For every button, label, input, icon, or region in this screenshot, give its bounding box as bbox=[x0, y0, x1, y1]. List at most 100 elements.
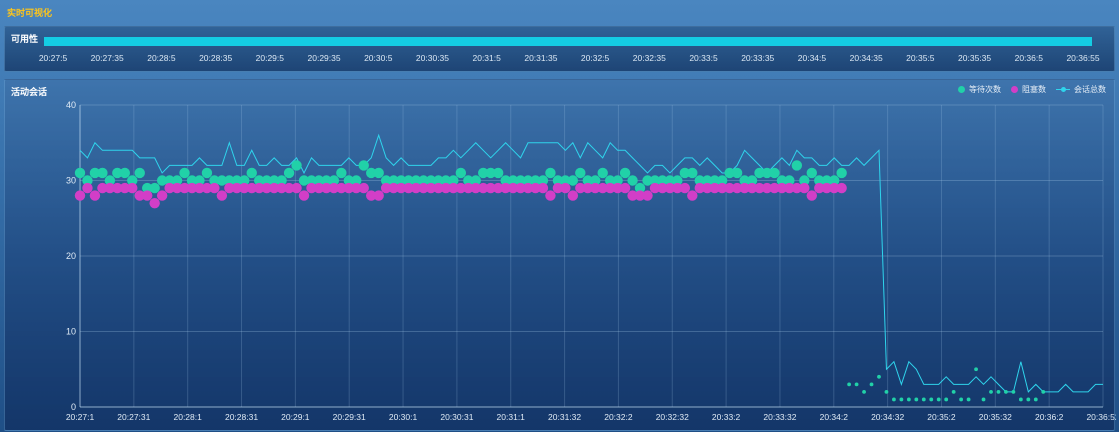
series-point-wait bbox=[463, 175, 474, 186]
series-point-wait bbox=[1026, 397, 1031, 402]
x-tick-label: 20:29:1 bbox=[281, 412, 310, 422]
series-point-wait bbox=[612, 175, 623, 186]
series-point-wait bbox=[254, 175, 265, 186]
availability-tick-label: 20:33:5 bbox=[689, 53, 718, 63]
series-point-wait bbox=[194, 175, 205, 186]
series-point-wait bbox=[959, 397, 964, 402]
availability-tick-label: 20:36:5 bbox=[1014, 53, 1043, 63]
series-point-wait bbox=[560, 175, 571, 186]
series-point-wait bbox=[590, 175, 601, 186]
x-tick-label: 20:36:2 bbox=[1035, 412, 1064, 422]
series-point-blocked bbox=[343, 182, 355, 194]
series-point-wait bbox=[791, 160, 803, 171]
legend-label: 等待次数 bbox=[969, 85, 1001, 94]
series-point-wait bbox=[440, 175, 452, 186]
series-point-blocked bbox=[604, 182, 616, 194]
series-point-wait bbox=[884, 390, 889, 394]
legend-label: 阻塞数 bbox=[1022, 85, 1046, 94]
series-point-blocked bbox=[156, 190, 168, 201]
series-point-blocked bbox=[380, 182, 392, 194]
series-point-blocked bbox=[112, 182, 123, 194]
series-point-wait bbox=[410, 175, 422, 186]
availability-tick-label: 20:31:35 bbox=[524, 53, 558, 63]
legend-label: 会话总数 bbox=[1074, 85, 1106, 94]
series-point-blocked bbox=[194, 182, 205, 194]
series-point-blocked bbox=[500, 182, 511, 194]
series-point-blocked bbox=[74, 190, 86, 201]
series-point-wait bbox=[836, 167, 847, 179]
series-point-wait bbox=[216, 175, 228, 186]
series-point-blocked bbox=[418, 182, 429, 194]
series-point-blocked bbox=[231, 182, 243, 194]
series-point-blocked bbox=[358, 182, 369, 194]
series-point-wait bbox=[731, 167, 743, 179]
series-point-blocked bbox=[164, 182, 175, 194]
series-point-blocked bbox=[127, 182, 138, 194]
series-point-wait bbox=[929, 397, 934, 402]
x-tick-label: 20:29:31 bbox=[333, 412, 366, 422]
series-point-wait bbox=[806, 167, 817, 179]
series-point-blocked bbox=[395, 182, 407, 194]
series-point-wait bbox=[892, 397, 896, 402]
series-point-blocked bbox=[530, 182, 541, 194]
availability-tick-label: 20:28:35 bbox=[199, 53, 233, 63]
x-tick-label: 20:31:1 bbox=[497, 412, 526, 422]
availability-tick-label: 20:33:35 bbox=[741, 53, 775, 63]
series-point-blocked bbox=[171, 182, 183, 194]
availability-panel: 可用性 20:27:5 20:27:35 20:28:5 20:28:35 20:29:… bbox=[4, 26, 1115, 72]
x-tick-label: 20:27:1 bbox=[66, 412, 95, 422]
availability-tick-label: 20:28:5 bbox=[147, 53, 176, 63]
y-tick-label: 40 bbox=[66, 100, 76, 110]
series-point-blocked bbox=[142, 190, 153, 201]
series-point-blocked bbox=[366, 190, 377, 201]
legend-item-total[interactable]: 会话总数 bbox=[1056, 84, 1106, 95]
series-point-blocked bbox=[261, 182, 272, 194]
availability-tick-label: 20:34:35 bbox=[849, 53, 883, 63]
legend-item-wait[interactable]: 等待次数 bbox=[958, 84, 1001, 95]
series-point-wait bbox=[134, 167, 145, 179]
series-point-wait bbox=[104, 175, 116, 186]
series-point-wait bbox=[171, 175, 183, 186]
series-point-wait bbox=[694, 175, 705, 186]
series-point-wait bbox=[343, 175, 355, 186]
series-point-blocked bbox=[119, 182, 131, 194]
series-point-blocked bbox=[448, 182, 459, 194]
series-point-wait bbox=[862, 390, 866, 394]
series-point-wait bbox=[119, 167, 131, 179]
series-point-wait bbox=[313, 175, 325, 186]
series-point-wait bbox=[1004, 390, 1008, 394]
x-tick-label: 20:33:2 bbox=[712, 412, 741, 422]
legend-line-icon bbox=[1056, 86, 1070, 93]
x-tick-label: 20:35:32 bbox=[979, 412, 1012, 422]
series-point-blocked bbox=[209, 182, 220, 194]
series-point-blocked bbox=[478, 182, 489, 194]
series-point-blocked bbox=[351, 182, 362, 194]
legend-item-blocked[interactable]: 阻塞数 bbox=[1011, 84, 1046, 95]
series-point-wait bbox=[604, 175, 616, 186]
series-point-wait bbox=[403, 175, 414, 186]
series-point-blocked bbox=[522, 182, 534, 194]
series-point-wait bbox=[1033, 397, 1038, 402]
series-point-wait bbox=[724, 167, 735, 179]
availability-tick-label: 20:34:5 bbox=[797, 53, 827, 63]
series-point-blocked bbox=[746, 182, 758, 194]
series-point-wait bbox=[716, 175, 728, 186]
x-tick-label: 20:28:1 bbox=[173, 412, 202, 422]
series-point-blocked bbox=[373, 190, 384, 201]
series-point-blocked bbox=[97, 182, 108, 194]
series-point-wait bbox=[799, 175, 810, 186]
y-tick-label: 20 bbox=[66, 251, 76, 261]
series-point-wait bbox=[951, 390, 956, 394]
series-point-blocked bbox=[492, 182, 504, 194]
series-point-blocked bbox=[291, 182, 302, 194]
series-point-wait bbox=[291, 160, 302, 171]
series-point-wait bbox=[283, 167, 295, 179]
series-point-blocked bbox=[201, 182, 213, 194]
availability-bar bbox=[44, 37, 1092, 46]
availability-tick-label: 20:31:5 bbox=[472, 53, 501, 63]
series-point-blocked bbox=[239, 182, 250, 194]
series-point-blocked bbox=[679, 182, 691, 194]
legend-dot-icon bbox=[958, 86, 965, 93]
series-point-blocked bbox=[776, 182, 788, 194]
series-point-wait bbox=[679, 167, 691, 179]
